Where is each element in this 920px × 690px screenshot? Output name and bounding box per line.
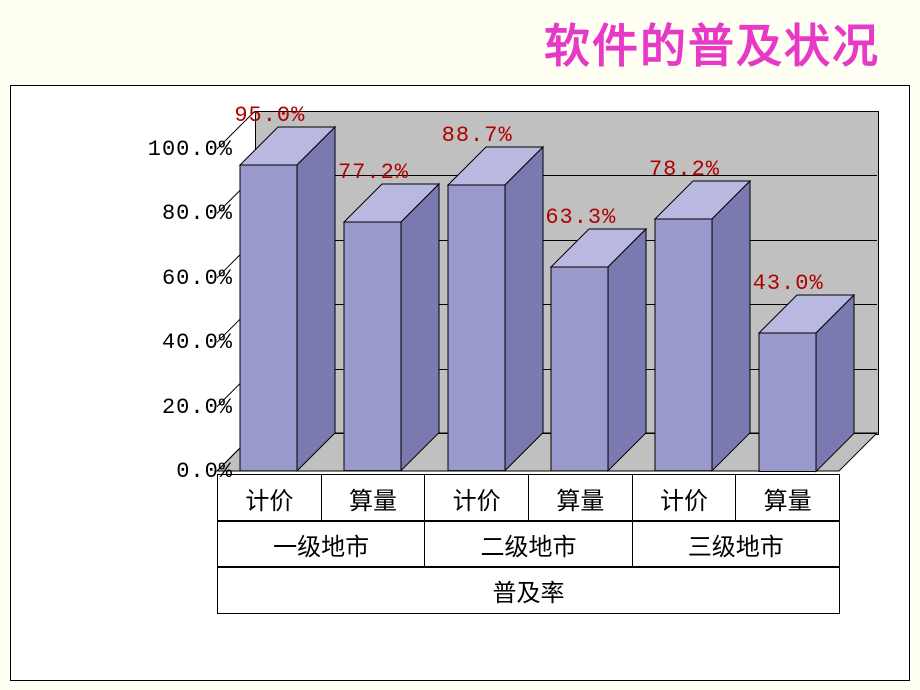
bar-value-label: 95.0%	[234, 103, 305, 128]
bar	[240, 127, 337, 473]
x-group-label: 二级地市	[424, 520, 632, 568]
x-sub-label: 算量	[321, 474, 426, 522]
y-axis-label: 80.0%	[162, 201, 233, 226]
bar	[759, 295, 856, 473]
x-sub-label: 算量	[528, 474, 633, 522]
y-axis-label: 20.0%	[162, 395, 233, 420]
bar	[344, 184, 441, 473]
bar-value-label: 77.2%	[338, 160, 409, 185]
y-axis-label: 40.0%	[162, 330, 233, 355]
x-axis-title: 普及率	[217, 566, 840, 614]
bar	[448, 147, 545, 473]
x-sub-label: 计价	[424, 474, 529, 522]
y-axis-label: 60.0%	[162, 266, 233, 291]
chart-container: 95.0%77.2%88.7%63.3%78.2%43.0% 0.0%20.0%…	[10, 85, 910, 681]
gridline	[255, 111, 877, 112]
x-sub-label: 计价	[632, 474, 737, 522]
x-group-label: 三级地市	[632, 520, 840, 568]
x-sub-label: 计价	[217, 474, 322, 522]
y-axis-label: 100.0%	[148, 137, 233, 162]
bar-value-label: 43.0%	[753, 271, 824, 296]
x-sub-label: 算量	[735, 474, 840, 522]
bar-value-label: 63.3%	[545, 205, 616, 230]
x-group-label: 一级地市	[217, 520, 425, 568]
bar-value-label: 88.7%	[442, 123, 513, 148]
bar	[551, 229, 648, 473]
chart-plot-area: 95.0%77.2%88.7%63.3%78.2%43.0%	[217, 111, 877, 471]
bar	[655, 181, 752, 473]
page-title: 软件的普及状况	[544, 10, 880, 76]
bar-value-label: 78.2%	[649, 157, 720, 182]
